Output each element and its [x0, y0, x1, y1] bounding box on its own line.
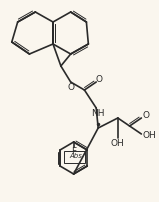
Text: OH: OH	[142, 132, 156, 141]
Text: Abs: Abs	[69, 153, 82, 159]
Text: O: O	[67, 82, 74, 92]
Text: O: O	[142, 112, 149, 121]
Text: O: O	[96, 75, 103, 83]
Text: NH: NH	[91, 108, 105, 118]
Text: OH: OH	[111, 140, 125, 148]
Text: F: F	[71, 146, 76, 156]
